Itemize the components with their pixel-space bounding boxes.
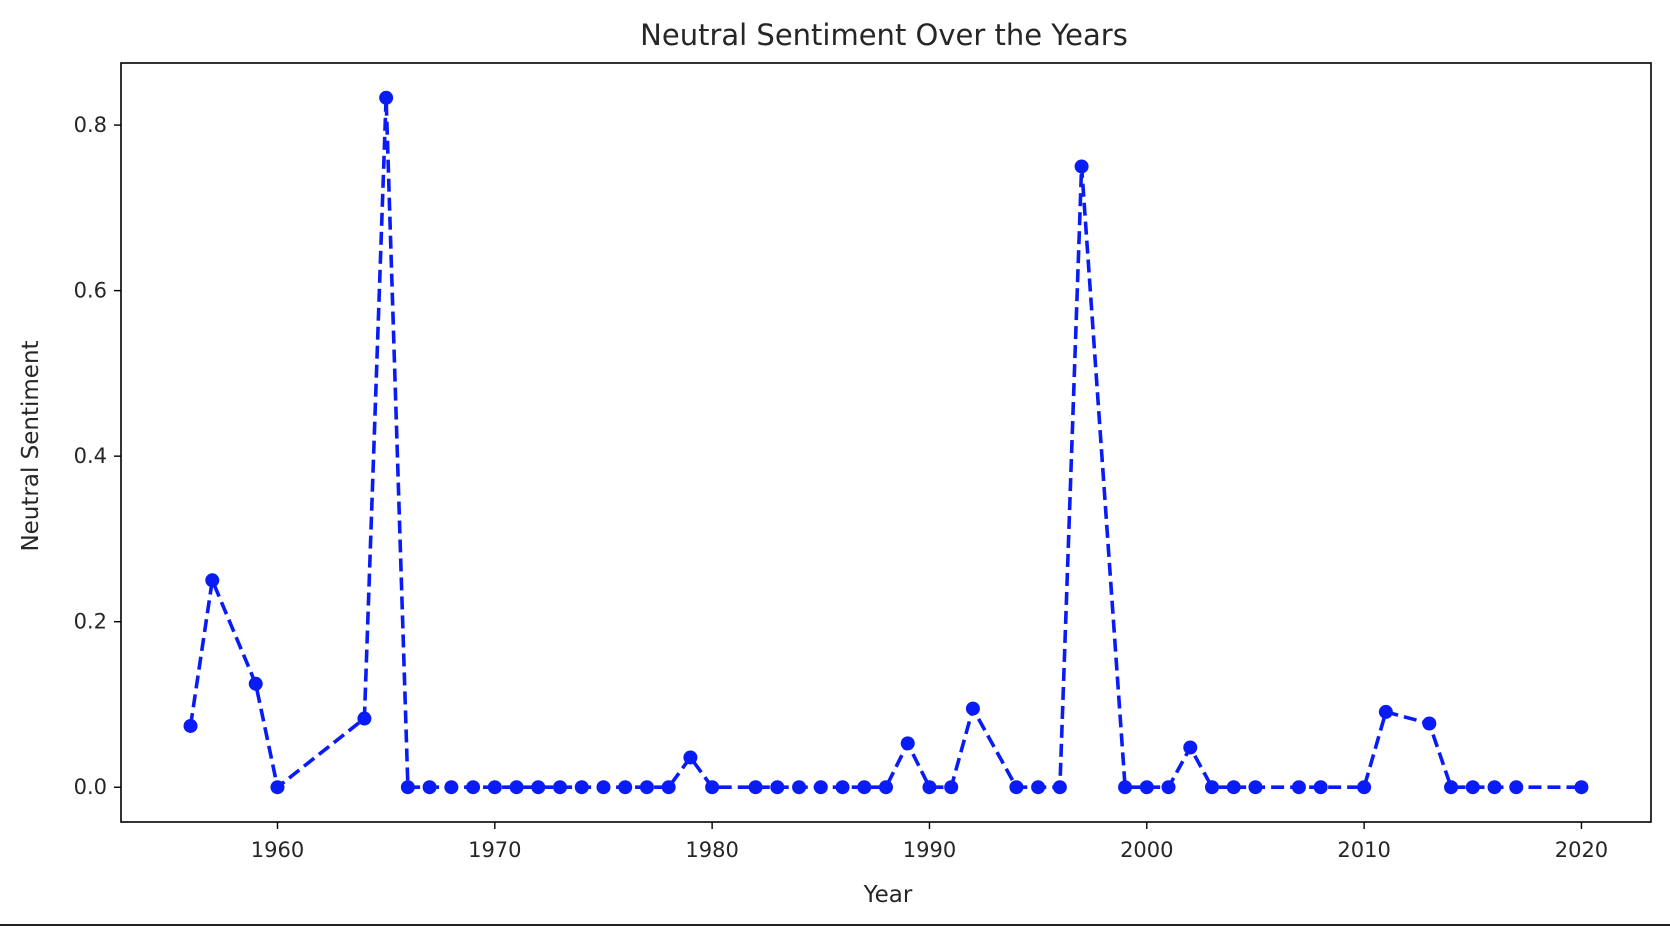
data-point: [618, 780, 633, 795]
axes: 1960 1970 1980 1990 2000 2010 2020 0.0 0.2 0.4 0.6…: [74, 62, 1652, 862]
x-tick-label: 1990: [903, 838, 956, 862]
bottom-divider: [0, 924, 1670, 926]
data-point: [400, 780, 415, 795]
data-point: [770, 780, 785, 795]
x-tick-label: 2020: [1555, 838, 1608, 862]
data-point: [248, 676, 263, 691]
x-axis-label: Year: [863, 882, 913, 908]
data-point: [900, 736, 915, 751]
data-point: [1009, 780, 1024, 795]
x-tick-label: 1970: [468, 838, 521, 862]
data-point: [270, 780, 285, 795]
data-point: [1378, 704, 1393, 719]
data-point: [835, 780, 850, 795]
data-point: [379, 90, 394, 105]
x-tick-label: 1980: [685, 838, 738, 862]
data-point: [1422, 716, 1437, 731]
data-point: [1313, 780, 1328, 795]
data-point: [422, 780, 437, 795]
data-point: [1291, 780, 1306, 795]
data-point: [1052, 780, 1067, 795]
data-point: [639, 780, 654, 795]
data-point: [1204, 780, 1219, 795]
data-point: [487, 780, 502, 795]
y-tick-label: 0.4: [74, 444, 107, 468]
data-point: [1118, 780, 1133, 795]
axes-frame: [120, 62, 1652, 823]
data-point: [748, 780, 763, 795]
data-point: [444, 780, 459, 795]
y-tick-label: 0.6: [74, 279, 107, 303]
plot-area: [183, 90, 1589, 795]
data-point: [183, 718, 198, 733]
data-point: [705, 780, 720, 795]
data-point: [1357, 780, 1372, 795]
data-point: [553, 780, 568, 795]
y-tick-label: 0.2: [74, 610, 107, 634]
data-point: [357, 711, 372, 726]
data-point: [879, 780, 893, 795]
data-point: [531, 780, 546, 795]
data-point: [1487, 780, 1502, 795]
y-tick-label: 0.0: [74, 775, 107, 799]
data-point: [792, 780, 807, 795]
data-point: [1248, 780, 1263, 795]
x-tick-label: 2010: [1337, 838, 1390, 862]
data-point: [1161, 780, 1176, 795]
data-point: [944, 780, 959, 795]
data-point: [1226, 780, 1241, 795]
data-point: [574, 780, 589, 795]
data-point: [965, 701, 980, 716]
data-point: [1465, 780, 1480, 795]
data-point: [1031, 780, 1046, 795]
chart-title: Neutral Sentiment Over the Years: [640, 18, 1128, 52]
data-point: [1509, 780, 1524, 795]
data-point: [813, 780, 828, 795]
data-point: [661, 780, 676, 795]
y-axis-label: Neutral Sentiment: [18, 340, 44, 551]
data-point: [1074, 159, 1089, 174]
x-tick-label: 1960: [251, 838, 304, 862]
y-tick-label: 0.8: [74, 113, 107, 137]
data-point: [857, 780, 872, 795]
data-point: [1183, 740, 1198, 755]
data-point: [683, 750, 698, 765]
data-point: [509, 780, 524, 795]
data-point: [1139, 780, 1154, 795]
data-point: [596, 780, 611, 795]
data-point: [922, 780, 937, 795]
data-point: [466, 780, 481, 795]
x-tick-label: 2000: [1120, 838, 1173, 862]
data-point: [1574, 780, 1589, 795]
data-point: [205, 573, 220, 588]
data-point: [1444, 780, 1459, 795]
